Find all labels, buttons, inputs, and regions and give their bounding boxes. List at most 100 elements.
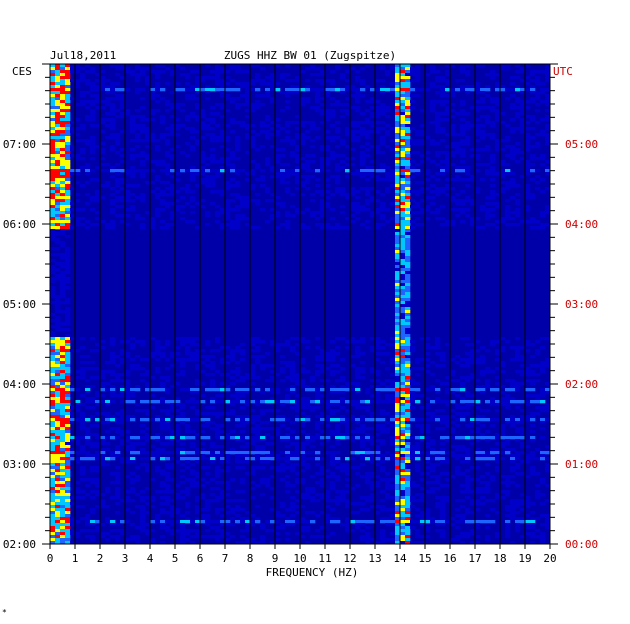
spectrogram-cell: [220, 346, 226, 350]
spectrogram-cell: [90, 361, 96, 365]
spectrogram-cell: [185, 352, 191, 356]
spectrogram-cell: [205, 436, 211, 440]
spectrogram-cell: [220, 88, 226, 92]
spectrogram-cell: [415, 67, 421, 71]
spectrogram-cell: [60, 220, 66, 224]
spectrogram-cell: [90, 124, 96, 128]
spectrogram-cell: [55, 448, 61, 452]
spectrogram-cell: [55, 220, 61, 224]
spectrogram-cell: [90, 178, 96, 182]
spectrogram-cell: [380, 85, 386, 89]
spectrogram-cell: [145, 412, 151, 416]
spectrogram-cell: [535, 79, 541, 83]
spectrogram-cell: [145, 139, 151, 143]
spectrogram-cell: [390, 127, 396, 131]
spectrogram-cell: [395, 358, 401, 362]
spectrogram-cell: [60, 169, 66, 173]
spectrogram-cell: [540, 367, 546, 371]
spectrogram-cell: [195, 457, 201, 461]
spectrogram-cell: [100, 88, 106, 92]
spectrogram-cell: [300, 100, 306, 104]
spectrogram-cell: [110, 379, 116, 383]
spectrogram-cell: [430, 190, 436, 194]
spectrogram-cell: [490, 196, 496, 200]
spectrogram-cell: [60, 280, 66, 284]
spectrogram-cell: [150, 445, 156, 449]
spectrogram-cell: [250, 199, 256, 203]
spectrogram-cell: [150, 355, 156, 359]
spectrogram-cell: [115, 379, 121, 383]
spectrogram-cell: [280, 355, 286, 359]
spectrogram-cell: [85, 427, 91, 431]
spectrogram-cell: [115, 205, 121, 209]
spectrogram-cell: [230, 193, 236, 197]
spectrogram-cell: [305, 466, 311, 470]
spectrogram-cell: [55, 379, 61, 383]
spectrogram-cell: [65, 64, 71, 68]
spectrogram-cell: [315, 406, 321, 410]
spectrogram-cell: [310, 88, 316, 92]
spectrogram-cell: [345, 427, 351, 431]
spectrogram-cell: [140, 175, 146, 179]
spectrogram-cell: [315, 397, 321, 401]
spectrogram-cell: [200, 442, 206, 446]
spectrogram-cell: [200, 493, 206, 497]
spectrogram-cell: [245, 124, 251, 128]
spectrogram-cell: [470, 355, 476, 359]
spectrogram-cell: [440, 409, 446, 413]
spectrogram-cell: [120, 385, 126, 389]
spectrogram-cell: [480, 205, 486, 209]
spectrogram-cell: [120, 115, 126, 119]
spectrogram-cell: [425, 205, 431, 209]
spectrogram-cell: [100, 151, 106, 155]
spectrogram-cell: [510, 145, 516, 149]
spectrogram-cell: [270, 82, 276, 86]
spectrogram-cell: [215, 412, 221, 416]
spectrogram-cell: [55, 412, 61, 416]
spectrogram-cell: [355, 370, 361, 374]
spectrogram-cell: [465, 214, 471, 218]
spectrogram-cell: [340, 88, 346, 92]
spectrogram-cell: [500, 349, 506, 353]
spectrogram-cell: [180, 358, 186, 362]
spectrogram-cell: [220, 139, 226, 143]
spectrogram-cell: [290, 400, 296, 404]
spectrogram-cell: [485, 73, 491, 77]
spectrogram-cell: [435, 187, 441, 191]
spectrogram-cell: [495, 418, 501, 422]
spectrogram-cell: [280, 202, 286, 206]
spectrogram-cell: [235, 121, 241, 125]
spectrogram-cell: [410, 190, 416, 194]
spectrogram-cell: [65, 343, 71, 347]
spectrogram-cell: [205, 127, 211, 131]
spectrogram-cell: [210, 169, 216, 173]
spectrogram-cell: [130, 139, 136, 143]
spectrogram-cell: [120, 220, 126, 224]
spectrogram-cell: [480, 424, 486, 428]
spectrogram-cell: [435, 190, 441, 194]
spectrogram-cell: [265, 133, 271, 137]
spectrogram-cell: [545, 100, 551, 104]
spectrogram-cell: [85, 478, 91, 482]
spectrogram-cell: [255, 166, 261, 170]
spectrogram-cell: [165, 226, 171, 230]
spectrogram-cell: [330, 370, 336, 374]
spectrogram-cell: [460, 148, 466, 152]
spectrogram-cell: [65, 112, 71, 116]
spectrogram-cell: [155, 187, 161, 191]
spectrogram-cell: [345, 157, 351, 161]
spectrogram-cell: [495, 118, 501, 122]
spectrogram-cell: [315, 109, 321, 113]
spectrogram-cell: [160, 382, 166, 386]
spectrogram-cell: [50, 163, 56, 167]
spectrogram-cell: [225, 88, 231, 92]
spectrogram-cell: [155, 85, 161, 89]
spectrogram-cell: [140, 442, 146, 446]
spectrogram-cell: [215, 220, 221, 224]
spectrogram-cell: [385, 172, 391, 176]
spectrogram-cell: [55, 97, 61, 101]
spectrogram-cell: [215, 481, 221, 485]
spectrogram-cell: [145, 370, 151, 374]
spectrogram-cell: [325, 205, 331, 209]
spectrogram-cell: [530, 70, 536, 74]
